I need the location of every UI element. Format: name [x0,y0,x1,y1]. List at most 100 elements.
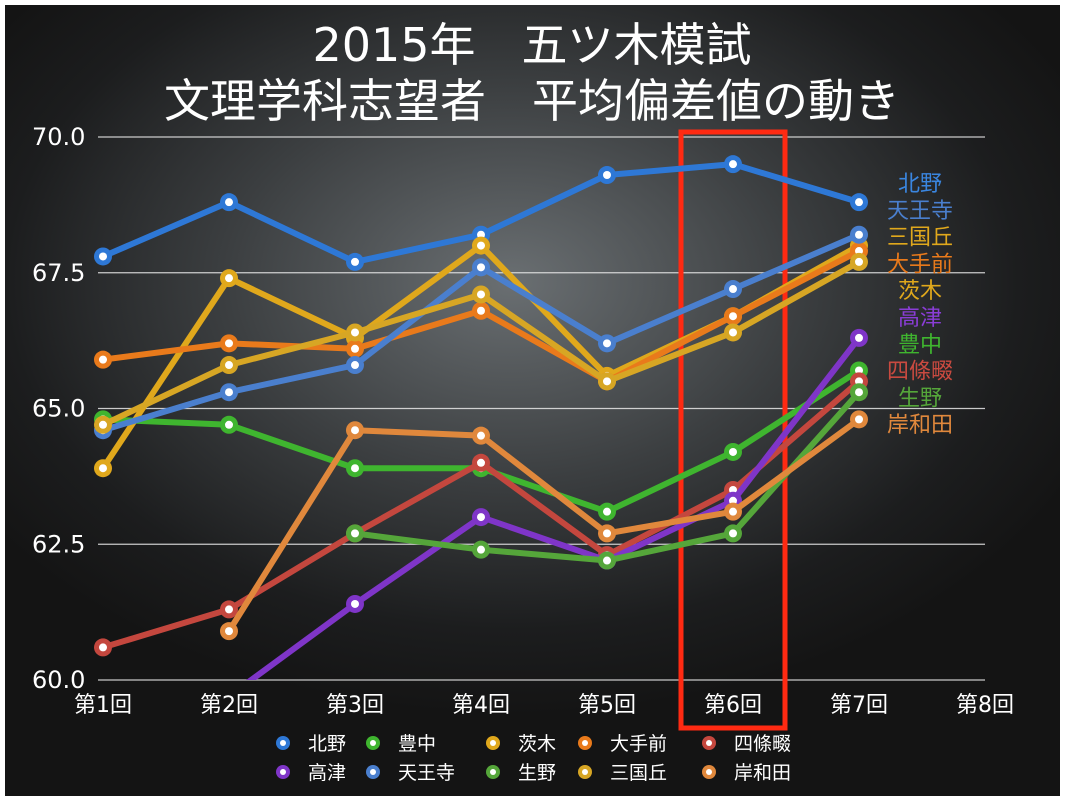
legend-label-5: 高津 [308,762,346,784]
end-label-6: 豊中 [898,333,942,358]
data-point-inner-3-0 [99,355,107,364]
data-point-inner-9-1 [225,627,233,636]
end-label-5: 高津 [898,306,942,331]
data-point-inner-3-2 [351,344,359,353]
data-point-inner-4-6 [855,377,863,386]
x-tick-label-6: 第7回 [830,693,888,718]
line-chart: 2015年 五ツ木模試 文理学科志望者 平均偏差値の動き 60.0 62.5 65.… [32,18,1014,784]
data-point-inner-7-6 [855,388,863,397]
legend-marker-inner-8 [582,769,588,775]
end-label-9: 岸和田 [887,413,953,438]
data-point-inner-0-6 [855,198,863,207]
data-point-inner-6-4 [603,339,611,348]
y-tick-label-2: 65.0 [32,395,85,423]
data-point-inner-3-3 [477,306,485,315]
data-point-inner-0-1 [225,198,233,207]
data-point-inner-6-6 [855,230,863,239]
data-point-inner-7-4 [603,556,611,565]
data-point-inner-9-6 [855,415,863,424]
end-label-7: 四條畷 [887,360,953,385]
data-point-inner-4-1 [225,605,233,614]
data-point-inner-9-5 [729,507,737,516]
data-point-inner-4-3 [477,458,485,467]
series-7 [346,383,868,570]
series-6 [94,225,868,440]
legend-label-6: 天王寺 [398,762,455,784]
legend-label-7: 生野 [518,762,556,784]
legend-marker-inner-1 [370,740,376,746]
data-point-inner-1-6 [855,366,863,375]
legend-label-2: 茨木 [518,733,556,755]
x-tick-label-3: 第4回 [452,693,510,718]
x-tick-label-0: 第1回 [74,693,132,718]
legend-marker-inner-9 [706,769,712,775]
data-point-inner-1-5 [729,447,737,456]
data-point-inner-5-5 [729,496,737,505]
data-point-inner-8-4 [603,377,611,386]
series-line-9-0 [226,416,862,635]
data-point-inner-6-5 [729,285,737,294]
data-point-inner-8-2 [351,328,359,337]
data-point-inner-6-3 [477,263,485,272]
y-tick-label-4: 70.0 [32,123,85,151]
data-point-inner-0-2 [351,257,359,266]
data-point-inner-0-0 [99,252,107,261]
chart-title-line-2: 文理学科志望者 平均偏差値の動き [164,74,900,128]
data-point-inner-2-1 [225,274,233,283]
slide-background: 2015年 五ツ木模試 文理学科志望者 平均偏差値の動き 60.0 62.5 65.… [5,5,1060,796]
legend-marker-inner-2 [490,740,496,746]
legend-label-3: 大手前 [610,733,667,755]
legend-label-0: 北野 [308,733,346,755]
data-point-inner-1-2 [351,464,359,473]
data-point-inner-8-5 [729,328,737,337]
x-tick-label-2: 第3回 [326,693,384,718]
data-point-inner-6-2 [351,361,359,370]
x-tick-label-5: 第6回 [704,693,762,718]
legend-marker-inner-0 [280,740,286,746]
x-tick-label-4: 第5回 [578,693,636,718]
data-point-inner-7-3 [477,545,485,554]
y-axis-ticks: 60.0 62.5 65.0 67.5 70.0 [32,123,85,694]
series-8 [94,252,868,434]
data-point-inner-7-5 [729,529,737,538]
data-point-inner-1-1 [225,420,233,429]
x-tick-label-7: 第8回 [956,693,1014,718]
y-tick-label-1: 62.5 [32,530,85,558]
chart-title-line-1: 2015年 五ツ木模試 [312,18,751,72]
legend-marker-inner-7 [490,769,496,775]
series-0 [94,155,868,271]
data-point-inner-2-0 [99,464,107,473]
end-label-1: 天王寺 [887,199,953,224]
data-point-inner-3-1 [225,339,233,348]
end-label-4: 茨木 [898,279,942,304]
data-point-inner-8-1 [225,361,233,370]
legend-label-1: 豊中 [398,733,436,755]
data-point-inner-8-6 [855,257,863,266]
series-group [94,155,868,680]
data-point-inner-0-5 [729,160,737,169]
data-point-inner-3-5 [729,312,737,321]
legend-label-4: 四條畷 [734,733,791,755]
legend-label-8: 三国丘 [610,762,667,784]
legend-label-9: 岸和田 [734,762,791,784]
gridlines [98,136,985,681]
data-point-inner-0-3 [477,230,485,239]
data-point-inner-2-3 [477,241,485,250]
end-label-0: 北野 [898,172,942,197]
legend-marker-inner-5 [280,769,286,775]
data-point-inner-9-3 [477,431,485,440]
series-9 [220,410,868,641]
data-point-inner-7-2 [351,529,359,538]
end-label-8: 生野 [898,386,942,411]
data-point-inner-1-4 [603,507,611,516]
data-point-inner-9-4 [603,529,611,538]
legend-marker-inner-4 [706,740,712,746]
end-label-3: 大手前 [887,252,953,277]
data-point-inner-9-2 [351,426,359,435]
data-point-inner-4-5 [729,485,737,494]
legend-marker-inner-3 [582,740,588,746]
data-point-inner-4-0 [99,643,107,652]
data-point-inner-8-0 [99,420,107,429]
